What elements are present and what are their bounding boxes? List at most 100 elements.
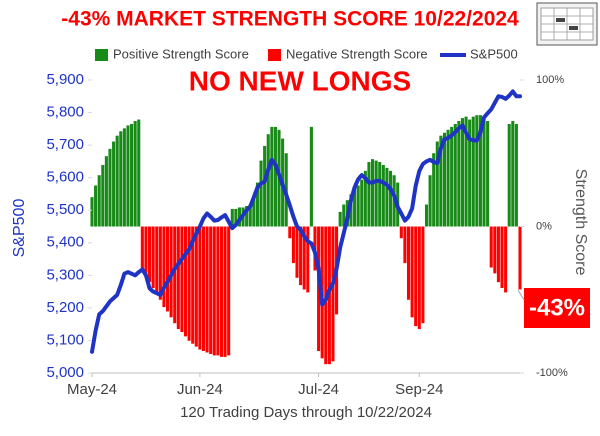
- bar: [482, 118, 486, 227]
- bar: [183, 226, 188, 337]
- annotation: NO NEW LONGS: [189, 65, 411, 96]
- bar: [112, 141, 116, 227]
- bar: [212, 226, 216, 356]
- bar: [507, 123, 511, 227]
- bar: [234, 208, 238, 227]
- callout-box: [524, 288, 590, 328]
- bar: [428, 175, 432, 227]
- bar: [216, 226, 220, 356]
- bar: [104, 156, 108, 227]
- bar: [155, 226, 159, 294]
- bar: [122, 128, 126, 227]
- bar: [468, 119, 472, 227]
- bar: [151, 226, 155, 289]
- y-tick-label: 5,000: [46, 364, 84, 381]
- y2-tick-label: 0%: [536, 220, 552, 232]
- bar: [198, 226, 202, 350]
- bar: [388, 170, 393, 227]
- x-tick-label: Sep-24: [395, 381, 443, 398]
- bar: [478, 115, 482, 227]
- chart-title: -43% MARKET STRENGTH SCORE 10/22/2024: [61, 8, 519, 31]
- bar: [424, 204, 429, 227]
- bar: [227, 226, 231, 356]
- bar: [158, 226, 162, 300]
- bar: [255, 182, 259, 227]
- bar: [410, 226, 414, 318]
- bar: [442, 132, 447, 227]
- bar: [511, 121, 515, 227]
- x-tick-label: Jul-24: [298, 381, 339, 398]
- bar: [356, 185, 360, 227]
- bar: [342, 204, 346, 227]
- bar: [252, 197, 256, 227]
- callout-label: -43%: [529, 294, 585, 321]
- bar: [518, 226, 522, 290]
- bar: [414, 226, 418, 327]
- line: [90, 89, 522, 354]
- bar: [270, 126, 274, 227]
- y2-tick-label: -100%: [536, 367, 568, 379]
- y-tick-label: 5,400: [46, 234, 84, 251]
- x-tick-label: May-24: [67, 381, 117, 398]
- legend-label: S&P500: [470, 46, 518, 61]
- bar: [367, 162, 371, 227]
- bar: [464, 116, 468, 227]
- legend-swatch: [268, 49, 281, 61]
- bar: [130, 123, 134, 227]
- bar: [306, 226, 310, 293]
- bar: [450, 126, 454, 227]
- bar: [374, 160, 378, 227]
- bar: [500, 226, 504, 289]
- y-tick-label: 5,200: [46, 299, 84, 316]
- callout-connector: [517, 289, 525, 301]
- bar: [363, 170, 367, 227]
- y-axis-label: S&P500: [11, 199, 28, 258]
- bars: [90, 115, 522, 365]
- bar: [173, 226, 177, 324]
- bar: [446, 129, 450, 227]
- bar: [371, 159, 375, 227]
- bar: [514, 123, 518, 227]
- bar: [263, 145, 267, 227]
- x-tick-label: Jun-24: [177, 381, 223, 398]
- bar: [493, 226, 497, 274]
- bar: [223, 226, 227, 357]
- bar: [90, 197, 94, 227]
- y-tick-label: 5,700: [46, 136, 84, 153]
- bar: [417, 226, 421, 330]
- x-axis-label: 120 Trading Days through 10/22/2024: [180, 404, 432, 421]
- bar: [219, 226, 224, 357]
- bar: [148, 226, 152, 283]
- bar: [353, 189, 357, 227]
- bar: [299, 226, 303, 286]
- bar: [432, 153, 436, 227]
- y-tick-label: 5,600: [46, 169, 84, 186]
- legend-swatch: [95, 49, 108, 61]
- bar: [191, 226, 195, 344]
- bar: [486, 121, 490, 227]
- y2-tick-label: 100%: [536, 74, 564, 86]
- bar: [381, 164, 385, 227]
- bar: [137, 119, 141, 227]
- y-tick-label: 5,500: [46, 201, 84, 218]
- bar: [453, 123, 457, 227]
- bar: [504, 226, 508, 293]
- bar: [273, 126, 277, 227]
- bar: [331, 226, 335, 362]
- bar: [194, 226, 198, 347]
- logo: [536, 2, 598, 46]
- bar: [439, 135, 443, 227]
- bar: [94, 185, 98, 227]
- bar: [248, 204, 252, 227]
- bar: [165, 226, 170, 312]
- bar: [245, 205, 249, 227]
- bar: [205, 226, 209, 353]
- bar: [309, 126, 313, 227]
- bar: [259, 160, 263, 227]
- bar: [119, 131, 123, 227]
- bar: [180, 226, 184, 332]
- legend-label: Positive Strength Score: [113, 46, 249, 61]
- bar: [140, 226, 144, 269]
- bar: [460, 118, 464, 227]
